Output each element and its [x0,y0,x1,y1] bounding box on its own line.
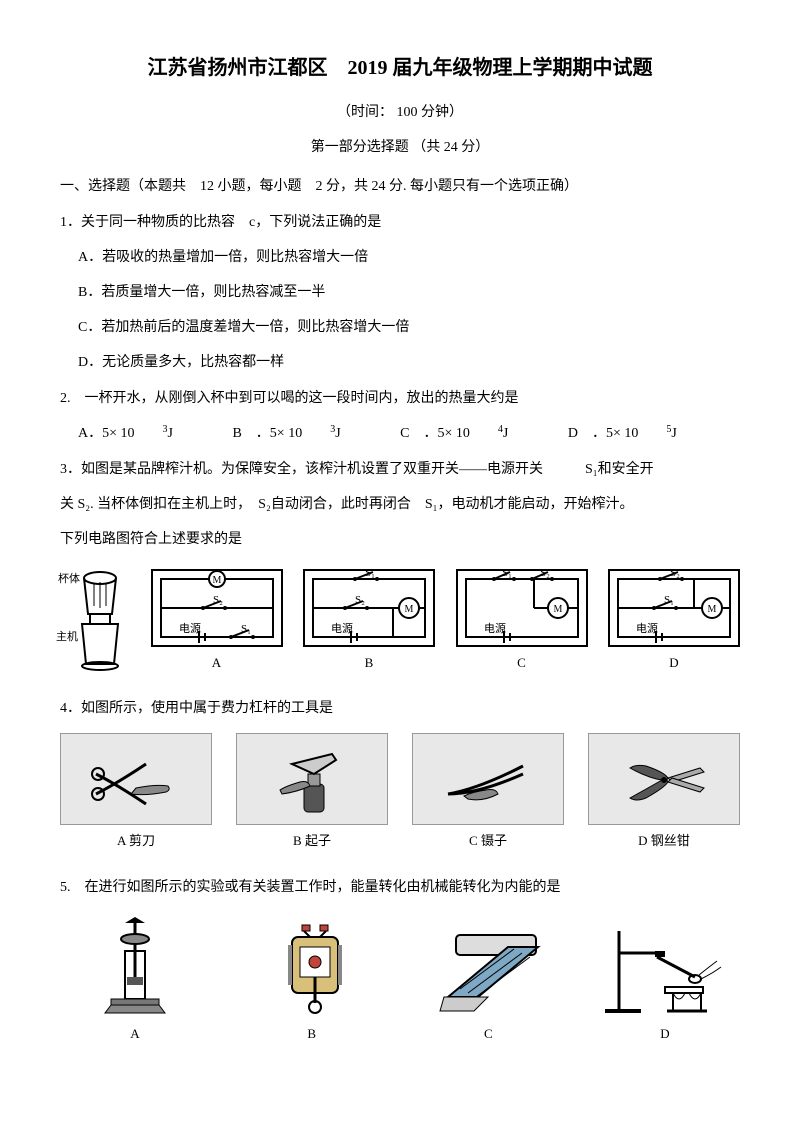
q3-figures: 杯体 主机 M S₂ S₁ 电源 [60,564,740,674]
q1-optD: D．无论质量多大，比热容都一样 [60,350,740,375]
q3-line1: 3．如图是某品牌榨汁机。为保障安全，该榨汁机设置了双重开关——电源开关 S₁和安… [60,457,740,482]
q4-figC: C 镊子 [412,733,564,852]
q2-options: A．5× 103J B ．5× 103J C ．5× 104J D ．5× 10… [60,421,740,447]
q5-figB: B [237,912,387,1045]
svg-text:电源: 电源 [636,621,658,635]
circuit-B-icon: S₁ S₂ M 电源 [305,571,433,645]
q3-optA-label: A [212,655,221,670]
svg-text:电源: 电源 [179,621,201,635]
q2-optB: B ．5× 103J [232,421,368,447]
q3-optD-label: D [669,655,678,670]
part1-line: 第一部分选择题 （共 24 分） [60,135,740,160]
q3-circuit-D: S₂ S₁ M 电源 D [608,569,740,674]
circuit-D-icon: S₂ S₁ M 电源 [610,571,738,645]
q4-labelA: A 剪刀 [117,833,155,848]
pliers-icon [604,744,724,814]
q4-labelB: B 起子 [293,833,331,848]
q3-optB-label: B [365,655,374,670]
juicer-cup-label: 杯体 [58,570,80,590]
q4-labelC: C 镊子 [469,833,507,848]
q2-optC: C ．5× 104J [400,421,536,447]
q1-stem: 1．关于同一种物质的比热容 c，下列说法正确的是 [60,210,740,235]
q3-circuit-B: S₁ S₂ M 电源 B [303,569,435,674]
q5-figC: C [413,912,563,1045]
q2-optA: A．5× 103J [78,421,201,447]
engine-cylinder-icon [252,917,372,1017]
svg-text:M: M [708,604,717,615]
page-title: 江苏省扬州市江都区 2019 届九年级物理上学期期中试题 [60,50,740,86]
q4-figA: A 剪刀 [60,733,212,852]
svg-text:S₁: S₁ [664,594,674,606]
svg-text:S₁: S₁ [502,571,512,579]
svg-text:M: M [405,604,414,615]
q5-labelC: C [484,1026,493,1041]
svg-text:S₁: S₁ [365,571,375,579]
svg-text:S₂: S₂ [213,594,223,606]
svg-text:S₁: S₁ [241,623,251,635]
q4-figB: B 起子 [236,733,388,852]
scissors-icon [76,744,196,814]
opener-icon [252,744,372,814]
q3-optC-label: C [517,655,526,670]
svg-text:电源: 电源 [331,621,353,635]
svg-text:电源: 电源 [484,621,506,635]
q1-optC: C．若加热前后的温度差增大一倍，则比热容增大一倍 [60,315,740,340]
q3-juicer: 杯体 主机 [60,564,130,674]
q3-line2: 关 S₂. 当杯体倒扣在主机上时， S₂自动闭合，此时再闭合 S₁，电动机才能启… [60,492,740,517]
q4-figD: D 钢丝钳 [588,733,740,852]
svg-text:M: M [553,604,562,615]
q3-circuit-A: M S₂ S₁ 电源 A [151,569,283,674]
q5-figures: A B [60,912,740,1045]
q4-labelD: D 钢丝钳 [638,833,690,848]
juicer-base-label: 主机 [56,628,78,648]
svg-text:S₂: S₂ [540,571,550,579]
q5-labelB: B [307,1026,316,1041]
compression-igniter-icon [75,917,195,1017]
q3-line3: 下列电路图符合上述要求的是 [60,527,740,552]
q5-stem: 5. 在进行如图所示的实验或有关装置工作时，能量转化由机械能转化为内能的是 [60,875,740,900]
q4-figures: A 剪刀 B 起子 C 镊子 [60,733,740,852]
q2-stem: 2. 一杯开水，从刚倒入杯中到可以喝的这一段时间内，放出的热量大约是 [60,386,740,411]
circuit-A-icon: M S₂ S₁ 电源 [153,571,281,645]
steam-tube-experiment-icon [595,917,735,1017]
q5-labelA: A [130,1026,139,1041]
svg-text:M: M [212,575,221,586]
solar-heater-icon [418,917,558,1017]
q5-figD: D [590,912,740,1045]
svg-text:S₂: S₂ [355,594,365,606]
q3-circuit-C: S₁ S₂ M 电源 C [456,569,588,674]
q2-optD: D ．5× 105J [568,421,705,447]
svg-text:S₂: S₂ [670,571,680,579]
time-line: （时间： 100 分钟） [60,100,740,125]
tweezers-icon [428,744,548,814]
q5-figA: A [60,912,210,1045]
q1-optA: A．若吸收的热量增加一倍，则比热容增大一倍 [60,245,740,270]
q1-optB: B．若质量增大一倍，则比热容减至一半 [60,280,740,305]
section1-heading: 一、选择题（本题共 12 小题，每小题 2 分，共 24 分. 每小题只有一个选… [60,174,740,199]
q5-labelD: D [660,1026,669,1041]
q4-stem: 4．如图所示，使用中属于费力杠杆的工具是 [60,696,740,721]
circuit-C-icon: S₁ S₂ M 电源 [458,571,586,645]
